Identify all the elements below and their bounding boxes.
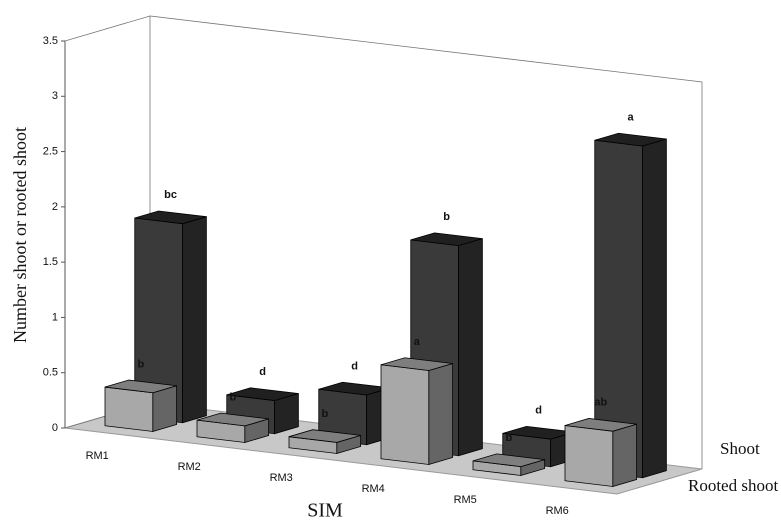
x-tick-label: RM3 (270, 472, 293, 484)
bar-side (612, 423, 638, 488)
y-axis-label: Number shoot or rooted shoot (10, 127, 30, 343)
y-tick-label: 3.5 (43, 35, 58, 47)
x-tick-label: RM2 (178, 461, 201, 473)
bar (196, 412, 270, 444)
bar-side (182, 216, 207, 424)
bar (380, 357, 454, 466)
significance-letter: b (321, 408, 328, 420)
significance-letter: a (628, 112, 635, 124)
bar-side (642, 138, 667, 479)
bar-front (380, 364, 430, 465)
significance-letter: b (505, 432, 512, 444)
bar-top (594, 132, 667, 147)
bar-front (104, 386, 154, 432)
significance-letter: d (259, 366, 266, 378)
wall-edge (64, 15, 151, 42)
bar (472, 453, 546, 477)
y-tick-label: 3 (52, 90, 58, 102)
x-tick-label: RM6 (546, 505, 569, 517)
bar-top (288, 429, 361, 443)
bar (104, 379, 178, 433)
bar (564, 418, 638, 488)
x-tick-label: RM1 (86, 450, 109, 462)
bar-top (410, 232, 483, 247)
significance-letter: d (351, 361, 358, 373)
significance-letter: d (535, 405, 542, 417)
legend-label: Shoot (720, 439, 760, 458)
significance-letter: bc (164, 189, 177, 201)
x-axis-label: SIM (307, 500, 343, 522)
bar-side (458, 238, 483, 457)
significance-letter: b (229, 391, 236, 403)
bar-top (472, 453, 545, 468)
bar-top (564, 418, 637, 432)
bar-top (134, 210, 207, 225)
bar-top (196, 412, 269, 427)
y-tick-label: 2.5 (43, 145, 58, 157)
bar-top (104, 379, 177, 394)
significance-letter: b (443, 211, 450, 223)
y-tick-label: 2 (52, 201, 58, 213)
y-tick-label: 1 (52, 311, 58, 323)
significance-letter: b (137, 358, 144, 370)
bar (288, 429, 362, 455)
x-tick-label: RM4 (362, 483, 385, 495)
legend-label: Rooted shoot (688, 476, 778, 495)
bar-top (380, 357, 453, 371)
bar-front (564, 425, 614, 487)
y-tick-label: 0.5 (43, 367, 58, 379)
bar-side (152, 385, 178, 433)
significance-letter: a (414, 336, 421, 348)
bar-side (428, 362, 454, 466)
y-tick-label: 0 (52, 422, 58, 434)
bar-top (226, 387, 299, 401)
x-tick-label: RM5 (454, 494, 477, 506)
y-tick-label: 1.5 (43, 256, 58, 268)
significance-letter: ab (594, 397, 607, 409)
